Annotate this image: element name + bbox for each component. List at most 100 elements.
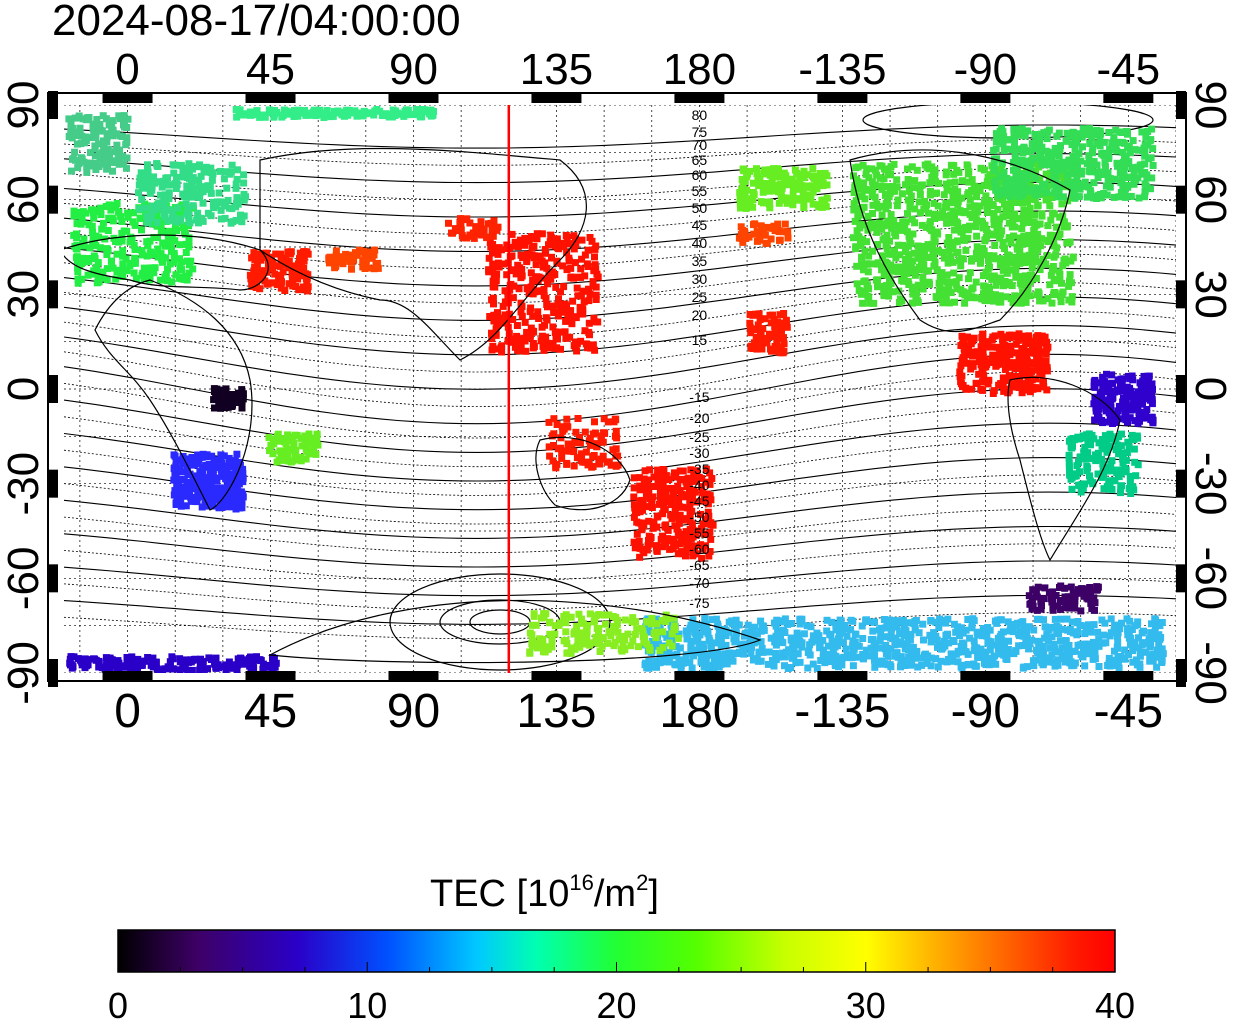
tec-cell — [1141, 141, 1149, 149]
tec-cell — [1142, 385, 1150, 393]
tec-cell — [893, 649, 901, 657]
tec-cell — [1089, 144, 1097, 152]
tec-cell — [850, 172, 857, 180]
tec-cell — [995, 381, 1003, 389]
tec-cell — [774, 165, 782, 173]
tec-cell — [996, 292, 1004, 300]
tec-cell — [979, 353, 987, 361]
tec-cell — [297, 267, 305, 275]
tec-cell — [177, 502, 185, 510]
tec-cell — [137, 178, 145, 186]
tec-cell — [199, 199, 207, 207]
tec-cell — [992, 186, 1000, 194]
tec-cell — [913, 166, 921, 174]
tec-cell — [927, 617, 935, 624]
tec-cell — [517, 341, 525, 349]
tec-cell — [1149, 385, 1156, 393]
tec-cell — [873, 171, 881, 179]
tec-cell — [1073, 154, 1080, 162]
tec-cell — [744, 170, 751, 178]
tec-cell — [849, 617, 857, 625]
tec-cell — [362, 256, 370, 264]
tec-cell — [780, 310, 788, 317]
tec-cell — [898, 190, 906, 198]
tec-cell — [1085, 183, 1093, 191]
tec-cell — [637, 519, 645, 527]
tec-cell — [1136, 660, 1144, 668]
tec-cell — [834, 642, 841, 650]
tec-cell — [97, 211, 105, 219]
tec-cell — [836, 623, 844, 631]
tec-cell — [869, 210, 876, 217]
tec-cell — [890, 217, 898, 225]
tec-cell — [76, 209, 84, 216]
tec-cell — [864, 212, 872, 220]
tec-cell — [884, 271, 892, 279]
tec-cell — [1126, 149, 1134, 157]
tec-cell — [1124, 392, 1132, 400]
tec-cell — [123, 134, 131, 142]
tec-cell — [1057, 142, 1064, 150]
tec-cell — [1110, 134, 1118, 142]
tec-cell — [186, 219, 194, 227]
tec-cell — [1032, 167, 1040, 175]
tec-cell — [1125, 404, 1133, 412]
tec-cell — [980, 282, 988, 290]
tec-cell — [1060, 256, 1068, 264]
tec-cell — [1043, 188, 1051, 196]
tec-cell — [1006, 627, 1014, 635]
tec-cell — [237, 396, 245, 404]
tec-cell — [166, 260, 174, 268]
tec-cell — [172, 185, 180, 192]
tec-cell — [1043, 364, 1051, 372]
tec-cell — [816, 644, 824, 652]
tec-cell — [819, 649, 827, 657]
tec-cell — [1000, 147, 1008, 154]
tec-cell — [888, 224, 896, 232]
tec-cell — [1012, 349, 1020, 357]
tec-cell — [736, 200, 744, 208]
tec-cell — [679, 516, 687, 524]
tec-cell — [725, 628, 733, 636]
tec-cell — [867, 636, 875, 644]
tec-cell — [878, 220, 886, 228]
tec-cell — [1135, 416, 1143, 424]
tec-cell — [78, 260, 85, 267]
tec-cell — [882, 645, 890, 653]
tec-cell — [197, 491, 205, 499]
tec-cell — [144, 219, 152, 227]
tec-cell — [902, 630, 910, 638]
tec-cell — [1044, 295, 1052, 303]
tec-cell — [218, 488, 226, 496]
tec-cell — [172, 456, 180, 464]
tec-cell — [652, 657, 660, 665]
tec-cell — [1006, 351, 1014, 359]
tec-cell — [120, 114, 128, 122]
tec-cell — [77, 154, 85, 162]
tec-cell — [85, 221, 93, 229]
tec-cell — [690, 472, 698, 480]
tec-cell — [1044, 128, 1052, 136]
tec-cell — [1075, 193, 1083, 201]
tec-cell — [831, 656, 839, 664]
tec-cell — [254, 251, 262, 259]
tec-cell — [115, 208, 123, 216]
tec-cell — [492, 245, 500, 253]
tec-cell — [489, 283, 497, 291]
tec-cell — [168, 278, 176, 286]
tec-cell — [885, 284, 893, 292]
tec-cell — [769, 311, 776, 319]
tec-cell — [1068, 141, 1076, 148]
tec-cell — [578, 457, 585, 465]
tec-cell — [569, 297, 577, 305]
tec-cell — [1074, 618, 1082, 625]
tec-cell — [744, 621, 752, 629]
tec-cell — [1051, 615, 1059, 623]
tec-cell — [672, 541, 680, 549]
tec-cell — [1065, 296, 1073, 304]
tec-cell — [1025, 645, 1033, 653]
tec-cell — [1147, 154, 1155, 162]
tec-cell — [107, 257, 115, 265]
tec-cell — [774, 333, 782, 341]
tec-cell — [256, 285, 264, 293]
